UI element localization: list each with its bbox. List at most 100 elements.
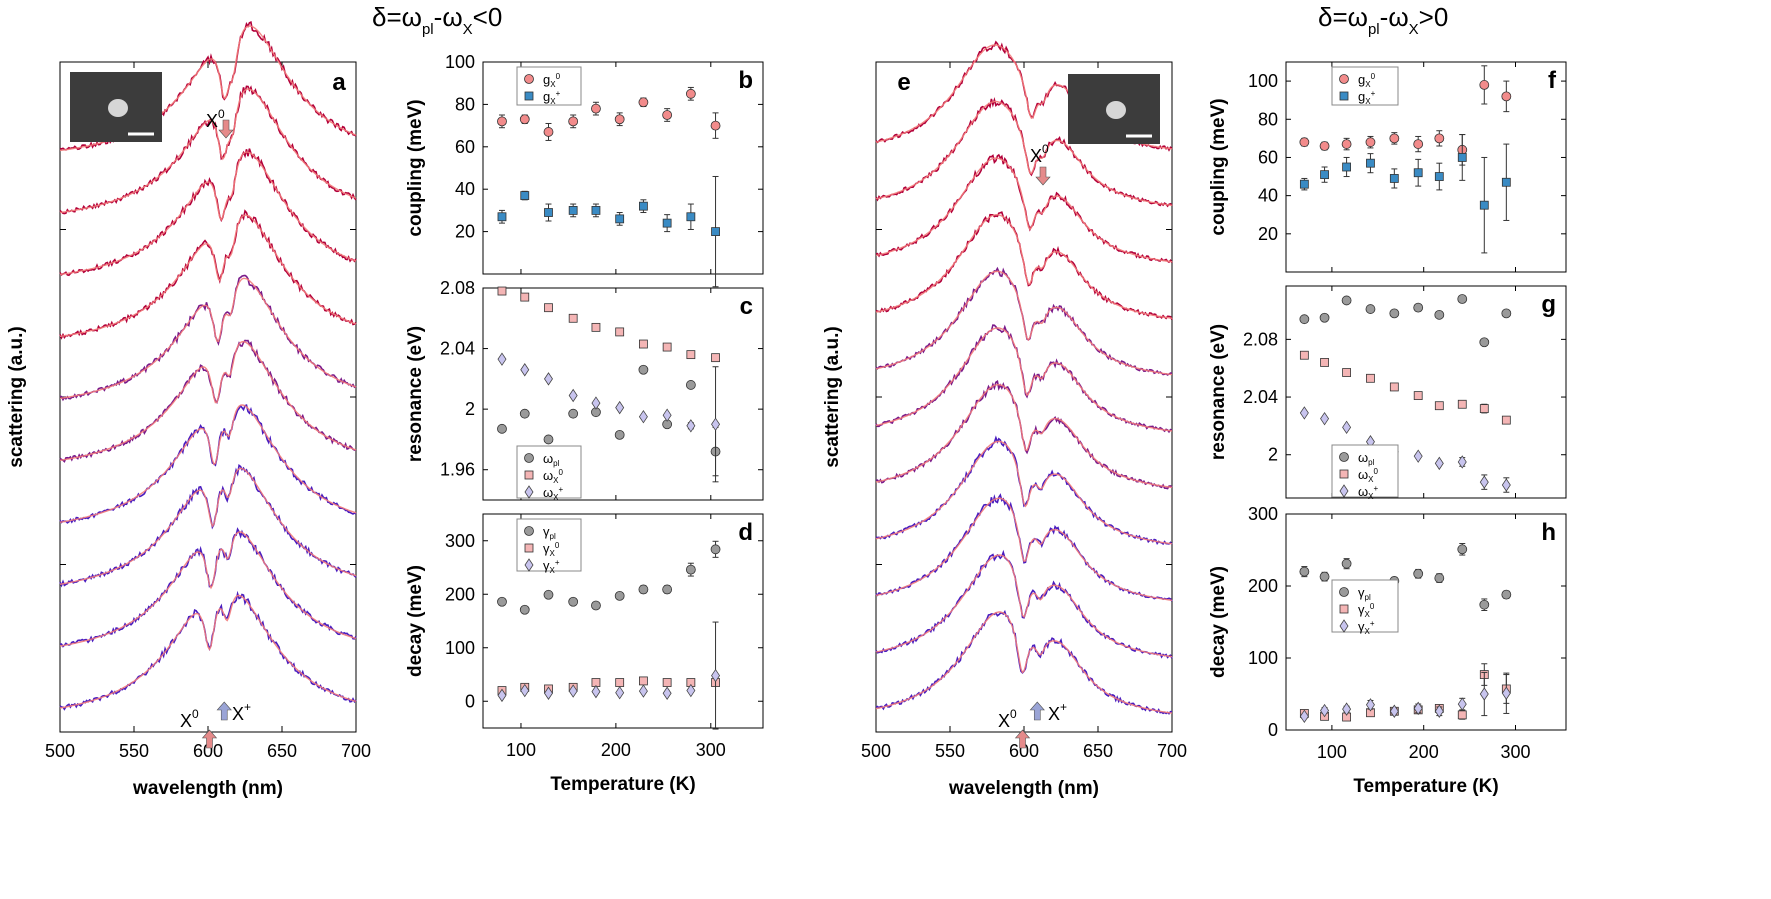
spectrum-measured: [59, 209, 357, 340]
data-point-gX+: [568, 205, 578, 215]
spectrum-fit: [875, 157, 1173, 263]
title-left: δ=ωpl-ωX<0: [372, 2, 502, 38]
data-point-ωX+: [1320, 411, 1330, 426]
data-point-gX+: [1366, 158, 1375, 168]
label-part: X: [550, 97, 556, 106]
label-part: +: [1374, 484, 1379, 493]
label-part: X: [180, 711, 192, 731]
data-point-ωX+: [615, 400, 625, 415]
data-point-ωpl: [497, 423, 507, 434]
label-part: ω: [543, 468, 553, 483]
legend-entry: ωX+: [1358, 484, 1379, 501]
label-part: g: [1358, 72, 1365, 87]
legend-marker: [1339, 604, 1349, 614]
spectrum-measured: [59, 148, 357, 277]
label-part: X: [553, 493, 559, 502]
data-point-ωX+: [1299, 406, 1309, 420]
panel-a-frame: [59, 61, 357, 733]
xtick-label: 200: [601, 740, 631, 760]
data-point-γX+: [1299, 709, 1309, 724]
ytick-label: 2: [1268, 445, 1278, 465]
data-point-ωX0: [1389, 382, 1399, 392]
y-axis-label: coupling (meV): [1208, 98, 1229, 235]
panel-f-frame: [1285, 61, 1567, 273]
panel-b-frame: [482, 61, 764, 275]
data-point-gX+: [1320, 170, 1329, 180]
legend-marker: [524, 558, 534, 572]
x-axis-label: Temperature (K): [1353, 776, 1498, 797]
data-point-gX0: [1341, 139, 1352, 149]
data-point-ωX0: [686, 350, 696, 360]
data-point-ωX+: [711, 417, 721, 432]
legend-entry: γpl: [543, 524, 556, 541]
data-point-ωpl: [1365, 304, 1376, 314]
data-point-γX+: [520, 683, 530, 698]
data-point-gX+: [615, 214, 625, 224]
x-axis-label: Temperature (K): [550, 774, 695, 795]
legend-entry: γX0: [543, 541, 560, 558]
data-point-γX+: [1389, 704, 1399, 719]
ytick-label: 300: [1248, 504, 1278, 524]
legend-entry: ωX0: [543, 468, 564, 485]
legend-marker: [1339, 452, 1349, 462]
data-point-ωpl: [1319, 312, 1330, 323]
label-part: +: [244, 700, 251, 714]
spectrum-fit: [875, 100, 1173, 206]
xtick-label: 300: [1500, 742, 1530, 762]
data-point-ωX0: [1457, 399, 1467, 409]
data-point-γpl: [1319, 571, 1330, 582]
ytick-label: 2.04: [440, 339, 475, 359]
data-point-gX0: [1479, 80, 1490, 90]
ytick-label: 200: [1248, 576, 1278, 596]
data-point-ωpl: [614, 429, 625, 440]
label-part: X: [1365, 97, 1371, 106]
label-part: g: [1358, 89, 1365, 104]
label-part: X: [550, 566, 556, 575]
label-part: +: [555, 558, 560, 567]
data-point-γX0: [1457, 710, 1467, 720]
legend-marker: [1339, 587, 1349, 597]
data-point-gX+: [497, 212, 507, 222]
data-point-ωX0: [1434, 401, 1444, 411]
data-point-gX+: [1479, 200, 1489, 210]
data-point-gX0: [1319, 141, 1330, 151]
spectrum-measured: [59, 274, 357, 402]
ytick-label: 100: [1248, 71, 1278, 91]
title-right: δ=ωpl-ωX>0: [1318, 2, 1448, 38]
data-point-γpl: [1299, 566, 1310, 577]
legend-marker: [524, 91, 534, 101]
x0-label-top: X0: [206, 107, 225, 131]
ytick-label: 100: [445, 52, 475, 72]
y-axis-label: resonance (eV): [1208, 324, 1229, 460]
legend-marker: [524, 543, 534, 553]
label-part: +: [1060, 700, 1067, 714]
data-point-gX0: [591, 103, 601, 114]
ytick-label: 60: [1258, 147, 1278, 167]
label-part: 0: [218, 107, 225, 121]
label-part: γ: [1358, 585, 1365, 600]
spectrum-measured: [875, 609, 1172, 715]
legend-entry: ωX0: [1358, 467, 1379, 484]
ytick-label: 2: [465, 399, 475, 419]
ytick-label: 20: [1258, 224, 1278, 244]
data-point-gX0: [568, 116, 579, 127]
spectrum-measured: [875, 549, 1173, 659]
data-point-ωX0: [568, 313, 578, 323]
ytick-label: 80: [1258, 109, 1278, 129]
label-part: X: [550, 80, 556, 89]
data-point-γX0: [662, 678, 672, 687]
data-point-ωX0: [1342, 368, 1351, 377]
xplus-label-bottom: X+: [1048, 700, 1067, 724]
xtick-label: 700: [1157, 741, 1187, 761]
data-point-gX+: [1501, 177, 1511, 187]
data-point-ωX0: [639, 339, 648, 349]
legend-entry: ωpl: [1358, 450, 1375, 467]
xtick-label: 600: [193, 741, 223, 761]
legend-entry: gX0: [1358, 72, 1376, 89]
data-point-ωX0: [662, 342, 672, 352]
panel-label-d: d: [738, 519, 753, 546]
data-point-ωX0: [520, 292, 530, 302]
ytick-label: 40: [455, 179, 475, 199]
